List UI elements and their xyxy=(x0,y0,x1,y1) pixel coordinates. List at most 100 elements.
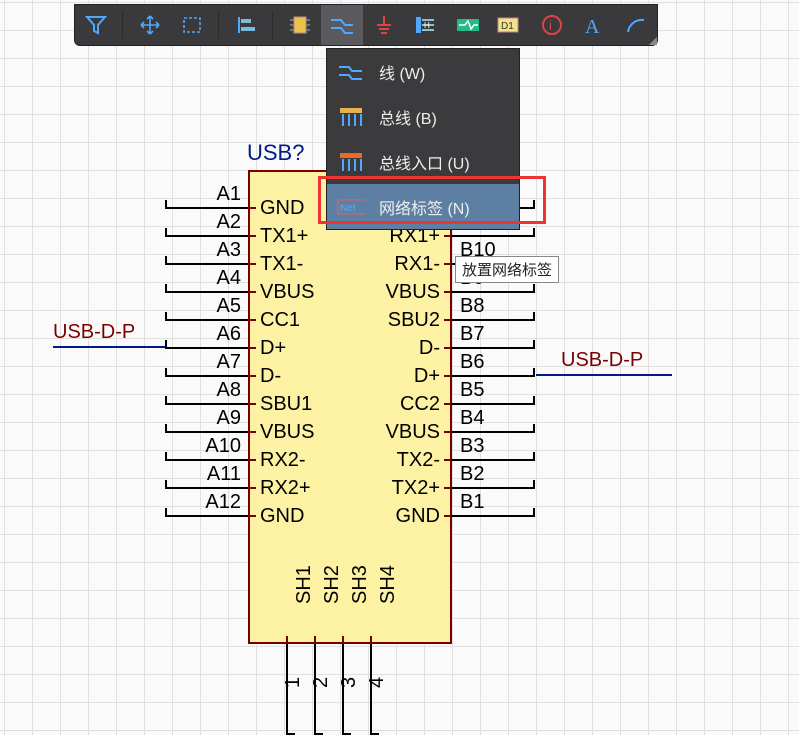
pin-name: SH2 xyxy=(321,565,344,604)
pin-stub xyxy=(165,235,248,237)
pin-endtick xyxy=(533,312,535,319)
move-icon[interactable] xyxy=(129,5,171,45)
pin-endtick xyxy=(533,424,535,431)
wire-dropdown-menu: 线 (W) 总线 (B) 总线入口 (U) Net 网络标签 (N) xyxy=(326,48,520,230)
pin-name: D- xyxy=(374,337,440,360)
toolbar: H D1 i A xyxy=(74,4,658,46)
pin-stub xyxy=(452,487,535,489)
pin-name: SBU2 xyxy=(374,309,440,332)
pin-endtick xyxy=(533,284,535,291)
pin-number: A7 xyxy=(173,351,241,374)
pin-name: CC1 xyxy=(260,309,300,332)
pin-endtick xyxy=(165,452,167,459)
pin-name: GND xyxy=(374,505,440,528)
arc-icon[interactable] xyxy=(615,5,657,45)
pin-endtick xyxy=(165,284,167,291)
pin-endtick xyxy=(165,228,167,235)
pin-interior xyxy=(444,515,452,517)
menu-item-wire[interactable]: 线 (W) xyxy=(327,49,519,94)
menu-item-bus[interactable]: 总线 (B) xyxy=(327,94,519,139)
pin-number: B2 xyxy=(460,463,484,486)
wire-icon xyxy=(337,60,365,84)
pin-interior xyxy=(444,291,452,293)
net-class-icon[interactable] xyxy=(447,5,489,45)
pin-number: A9 xyxy=(173,407,241,430)
component-title: USB? xyxy=(247,140,304,166)
pin-endtick xyxy=(165,200,167,207)
pin-endtick xyxy=(165,508,167,515)
wire-icon[interactable] xyxy=(321,5,363,45)
pin-stub xyxy=(165,375,248,377)
pin-interior xyxy=(314,636,316,644)
place-component-icon[interactable] xyxy=(279,5,321,45)
pin-stub xyxy=(452,515,535,517)
pin-stub xyxy=(165,431,248,433)
pin-interior xyxy=(286,636,288,644)
netlabel-tool-icon[interactable]: D1 xyxy=(489,5,531,45)
net-underline-right xyxy=(536,374,672,376)
pin-interior xyxy=(248,375,256,377)
pin-stub xyxy=(165,403,248,405)
pin-number: 4 xyxy=(366,677,389,688)
pin-endtick xyxy=(165,368,167,375)
pin-interior xyxy=(248,459,256,461)
pin-stub xyxy=(165,347,248,349)
pin-endtick xyxy=(533,396,535,403)
net-label-right[interactable]: USB-D-P xyxy=(561,349,643,372)
pin-endtick xyxy=(165,340,167,347)
pin-interior xyxy=(444,487,452,489)
pin-stub xyxy=(165,459,248,461)
pin-name: CC2 xyxy=(374,393,440,416)
pin-name: RX2+ xyxy=(260,477,311,500)
pin-number: A6 xyxy=(173,323,241,346)
pin-stub xyxy=(452,375,535,377)
pin-number: A4 xyxy=(173,267,241,290)
svg-text:A: A xyxy=(585,16,600,36)
pin-number: A5 xyxy=(173,295,241,318)
pin-stub xyxy=(342,644,344,735)
bus-entry-tool-icon[interactable]: H xyxy=(405,5,447,45)
menu-item-netlabel[interactable]: Net 网络标签 (N) xyxy=(327,184,519,229)
pin-stub xyxy=(452,431,535,433)
pin-number: B1 xyxy=(460,491,484,514)
pin-interior xyxy=(444,319,452,321)
pin-interior xyxy=(248,347,256,349)
pin-number: A3 xyxy=(173,239,241,262)
text-icon[interactable]: A xyxy=(573,5,615,45)
netlabel-icon: Net xyxy=(337,195,365,219)
pin-number: A12 xyxy=(173,491,241,514)
menu-item-label: 网络标签 (N) xyxy=(379,195,470,219)
schematic-canvas[interactable]: USB? A1GNDA2TX1+A3TX1-A4VBUSA5CC1A6D+A7D… xyxy=(0,0,799,735)
net-label-left[interactable]: USB-D-P xyxy=(53,321,135,344)
pin-number: A11 xyxy=(173,463,241,486)
pin-interior xyxy=(444,403,452,405)
pin-interior xyxy=(248,515,256,517)
menu-item-label: 总线入口 (U) xyxy=(379,150,470,174)
pin-interior xyxy=(248,263,256,265)
pin-name: VBUS xyxy=(374,281,440,304)
tooltip: 放置网络标签 xyxy=(455,256,559,283)
pin-stub xyxy=(452,459,535,461)
pin-name: SH4 xyxy=(377,565,400,604)
pin-number: A10 xyxy=(173,435,241,458)
filter-icon[interactable] xyxy=(75,5,117,45)
pin-endtick xyxy=(165,396,167,403)
pin-stub xyxy=(165,487,248,489)
pin-interior xyxy=(444,347,452,349)
pin-endtick xyxy=(533,452,535,459)
pin-endtick xyxy=(165,480,167,487)
align-icon[interactable] xyxy=(225,5,267,45)
pin-interior xyxy=(248,319,256,321)
menu-item-bus-entry[interactable]: 总线入口 (U) xyxy=(327,139,519,184)
power-gnd-icon[interactable] xyxy=(363,5,405,45)
pin-name: TX1+ xyxy=(260,225,308,248)
pin-interior xyxy=(444,263,452,265)
net-underline-left xyxy=(53,346,165,348)
menu-item-label: 总线 (B) xyxy=(379,105,437,129)
pin-name: VBUS xyxy=(260,421,314,444)
info-icon[interactable]: i xyxy=(531,5,573,45)
pin-number: A1 xyxy=(173,183,241,206)
pin-interior xyxy=(248,431,256,433)
pin-interior xyxy=(342,636,344,644)
select-rect-icon[interactable] xyxy=(171,5,213,45)
